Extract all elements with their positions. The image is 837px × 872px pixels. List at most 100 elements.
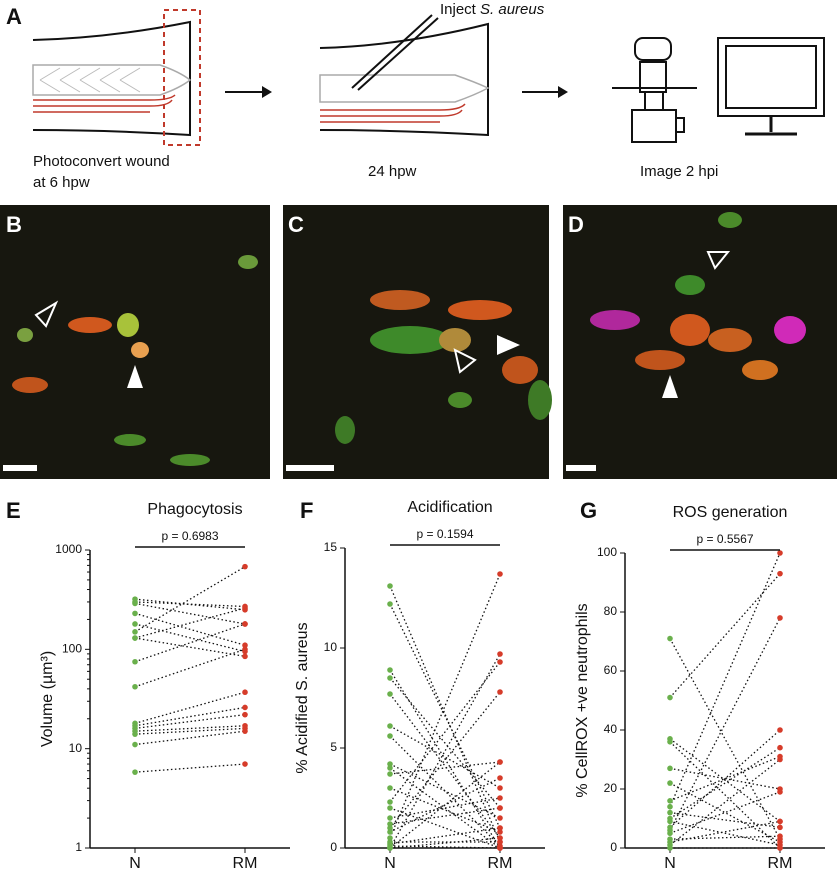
panel-label: A: [6, 4, 22, 29]
point: [777, 833, 783, 839]
point: [497, 659, 503, 665]
chart-title: Acidification: [407, 499, 492, 516]
y-tick-label: 80: [604, 604, 618, 618]
y-axis-label: % CellROX +ve neutrophils: [574, 603, 591, 797]
point: [777, 845, 783, 851]
y-tick-label: 1000: [55, 542, 82, 556]
point: [132, 629, 138, 635]
pair-line: [669, 741, 781, 849]
x-tick-label: RM: [233, 855, 258, 872]
pair-line: [389, 653, 501, 849]
pair-line: [669, 767, 781, 790]
pair-line: [389, 761, 501, 775]
pair-line: [389, 827, 501, 845]
point: [497, 775, 503, 781]
pair-line: [669, 729, 781, 828]
panel-label: E: [6, 498, 21, 523]
panel-label: C: [288, 212, 304, 237]
point: [132, 600, 138, 607]
y-tick-label: 10: [324, 640, 338, 654]
y-tick-label: 40: [604, 722, 618, 736]
schematic-label: at 6 hpw: [33, 174, 90, 191]
point: [132, 769, 138, 775]
p-value: p = 0.5567: [696, 532, 753, 546]
pair-line: [389, 603, 501, 829]
pair-line: [669, 820, 781, 843]
point: [132, 621, 138, 627]
point: [242, 642, 248, 649]
p-value: p = 0.1594: [416, 527, 473, 541]
point: [132, 635, 138, 641]
point: [497, 835, 503, 841]
point: [387, 771, 393, 777]
point: [777, 615, 783, 621]
point: [387, 583, 393, 589]
pair-line: [669, 758, 781, 846]
point: [777, 744, 783, 751]
inject-species: S. aureus: [480, 1, 545, 18]
pair-line: [669, 738, 781, 822]
micrograph: [0, 205, 270, 479]
y-tick-label: 0: [330, 840, 337, 854]
pair-line: [134, 730, 246, 746]
x-tick-label: N: [129, 855, 141, 872]
point: [387, 825, 393, 831]
pair-line: [134, 612, 246, 646]
point: [497, 805, 503, 811]
point: [387, 691, 393, 697]
y-axis-label: Volume (µm³): [39, 651, 56, 747]
point: [667, 839, 673, 845]
point: [387, 805, 393, 811]
pair-line: [134, 727, 246, 735]
point: [497, 825, 503, 831]
point: [132, 741, 138, 748]
panel-label: F: [300, 498, 313, 523]
point: [387, 733, 393, 739]
pair-line: [669, 782, 781, 843]
y-tick-label: 10: [69, 741, 83, 755]
point: [777, 570, 783, 577]
point: [132, 610, 138, 617]
point: [242, 728, 248, 734]
point: [387, 765, 393, 771]
point: [242, 605, 248, 611]
pair-line: [134, 602, 246, 625]
point: [387, 843, 393, 849]
pair-line: [134, 691, 246, 724]
panel-label: D: [568, 212, 584, 237]
point: [667, 798, 673, 804]
point: [777, 818, 783, 825]
point: [777, 756, 783, 763]
p-value: p = 0.6983: [161, 529, 218, 543]
pair-line: [669, 573, 781, 698]
pair-line: [389, 777, 501, 833]
y-tick-label: 60: [604, 663, 618, 677]
pair-line: [134, 714, 246, 730]
point: [242, 646, 248, 653]
y-tick-label: 15: [324, 540, 338, 554]
point: [387, 761, 393, 767]
x-tick-label: RM: [488, 855, 513, 872]
point: [242, 621, 248, 627]
point: [497, 759, 503, 765]
point: [242, 653, 248, 660]
chart-title: ROS generation: [673, 504, 788, 521]
point: [242, 563, 248, 570]
pair-line: [134, 763, 246, 773]
pair-line: [389, 573, 501, 839]
point: [132, 658, 138, 665]
point: [132, 731, 138, 737]
pair-line: [134, 607, 246, 639]
y-tick-label: 100: [62, 642, 82, 656]
pair-line: [389, 763, 501, 819]
pair-line: [389, 661, 501, 803]
y-axis-label: % Acidified S. aureus: [294, 622, 311, 773]
pair-line: [389, 797, 501, 819]
y-tick-label: 5: [330, 740, 337, 754]
point: [497, 651, 503, 657]
pair-line: [669, 617, 781, 831]
schematic: [32, 9, 825, 146]
pair-line: [389, 767, 501, 849]
point: [387, 601, 393, 607]
